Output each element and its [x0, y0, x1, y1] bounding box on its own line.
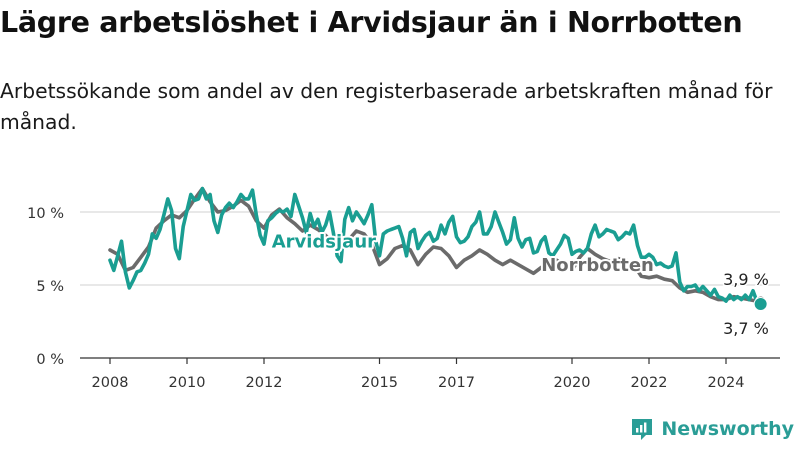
series-label-arvidsjaur: Arvidsjaur — [272, 231, 376, 252]
y-tick-label: 5 % — [36, 279, 64, 295]
series-label-norrbotten: Norrbotten — [541, 255, 654, 276]
series-line-arvidsjaur — [108, 186, 763, 306]
x-tick-label: 2024 — [708, 375, 745, 391]
x-tick-label: 2022 — [631, 375, 668, 391]
end-label-arvidsjaur: 3,7 % — [723, 319, 769, 338]
series-line-norrbotten — [108, 186, 763, 303]
x-tick-label: 2015 — [361, 375, 398, 391]
chart-subtitle: Arbetssökande som andel av den registerb… — [0, 79, 773, 134]
x-tick-label: 2017 — [438, 375, 475, 391]
newsworthy-logo-text: Newsworthy — [661, 418, 794, 440]
x-tick-label: 2012 — [246, 375, 283, 391]
end-point-arvidsjaur — [753, 296, 768, 311]
chart-title: Lägre arbetslöshet i Arvidsjaur än i Nor… — [0, 6, 743, 39]
x-tick-label: 2008 — [92, 375, 129, 391]
newsworthy-logo-icon — [632, 419, 653, 440]
newsworthy-logo: Newsworthy — [629, 414, 794, 444]
y-tick-label: 10 % — [27, 206, 64, 222]
end-label-norrbotten: 3,9 % — [723, 270, 769, 289]
x-tick-label: 2020 — [554, 375, 591, 391]
x-tick-label: 2010 — [169, 375, 206, 391]
y-tick-label: 0 % — [36, 352, 64, 368]
